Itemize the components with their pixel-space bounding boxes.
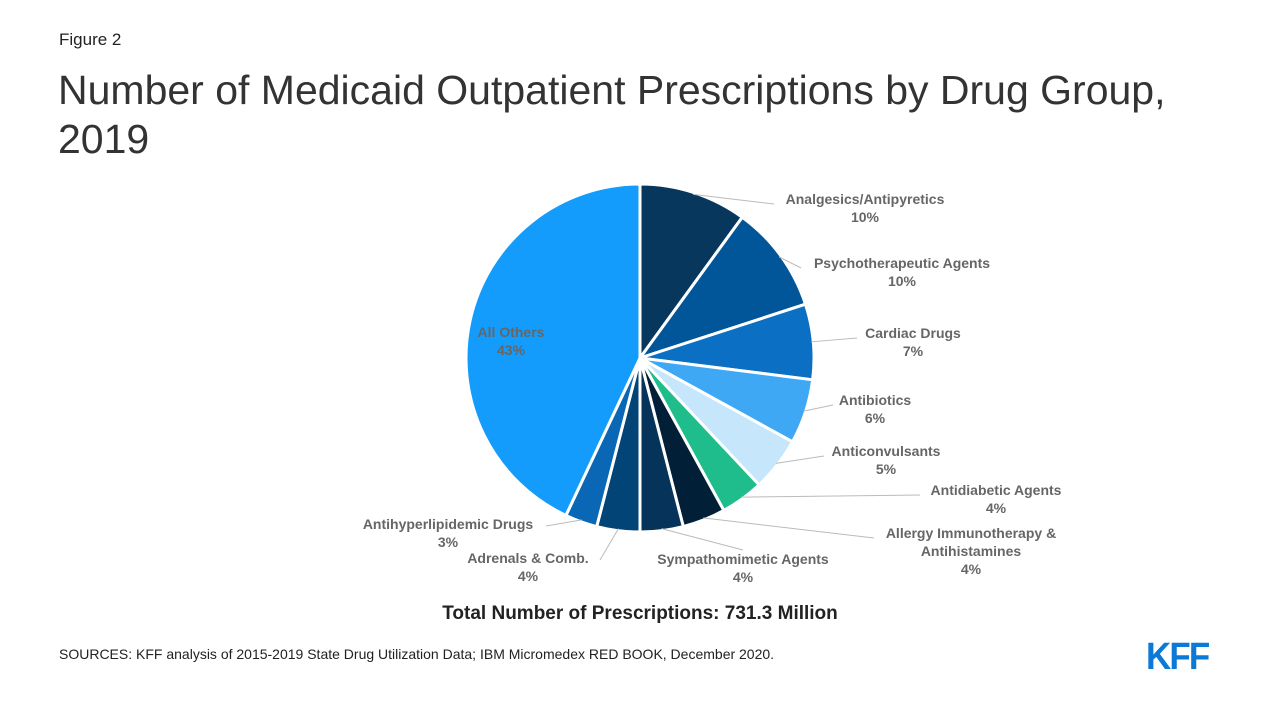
slice-name-all-others: All Others <box>478 324 545 340</box>
kff-logo: KFF <box>1146 636 1210 678</box>
slice-label-anticonvulsants: Anticonvulsants 5% <box>832 443 941 477</box>
slice-label-adrenals-and-comb: Adrenals & Comb. 4% <box>467 550 588 584</box>
slice-label-allergy-immunotherapy-and-antihistamines: Allergy Immunotherapy & Antihistamines 4% <box>886 525 1056 577</box>
total-prescriptions-label: Total Number of Prescriptions: 731.3 Mil… <box>0 603 1280 625</box>
slice-label-antidiabetic-agents: Antidiabetic Agents 4% <box>931 482 1062 516</box>
slice-value-sympathomimetic-agents: 4% <box>733 569 754 585</box>
leader-line-analgesics-antipyretics <box>693 193 775 205</box>
sources-note: SOURCES: KFF analysis of 2015-2019 State… <box>59 646 775 662</box>
slice-label-psychotherapeutic-agents: Psychotherapeutic Agents 10% <box>814 255 990 289</box>
slice-value-psychotherapeutic-agents: 10% <box>888 273 917 289</box>
slice-name-allergy-immunotherapy-and-antihistamines: Allergy Immunotherapy & <box>886 525 1056 541</box>
figure-label: Figure 2 <box>59 30 122 49</box>
slice-label-sympathomimetic-agents: Sympathomimetic Agents 4% <box>657 551 829 585</box>
slice-value-anticonvulsants: 5% <box>876 461 897 477</box>
slice-name-adrenals-and-comb: Adrenals & Comb. <box>467 550 588 566</box>
slice-value-analgesics-antipyretics: 10% <box>851 209 880 225</box>
leader-line-antihyperlipidemic-drugs <box>545 519 582 527</box>
slice-label-all-others: All Others 43% <box>478 324 545 358</box>
pie-slice-analgesics-antipyretics <box>638 182 744 360</box>
leader-line-psychotherapeutic-agents <box>778 256 802 269</box>
pie-chart: Analgesics/Antipyretics 10%Psychotherapeu… <box>363 182 1062 585</box>
slice-name-psychotherapeutic-agents: Psychotherapeutic Agents <box>814 255 990 271</box>
slice-name-antibiotics: Antibiotics <box>839 392 912 408</box>
slice-name-antihyperlipidemic-drugs: Antihyperlipidemic Drugs <box>363 516 534 532</box>
slice-value-antibiotics: 6% <box>865 410 886 426</box>
slice-value-adrenals-and-comb: 4% <box>518 568 539 584</box>
pie-slice-all-others <box>464 182 642 517</box>
slice-label-antibiotics: Antibiotics 6% <box>839 392 912 426</box>
leader-line-antidiabetic-agents <box>741 494 921 498</box>
slice-label-cardiac-drugs: Cardiac Drugs 7% <box>865 325 961 359</box>
pie-slices <box>464 182 816 534</box>
slice-value-allergy-immunotherapy-and-antihistamines: 4% <box>961 561 982 577</box>
leader-line-anticonvulsants <box>775 455 825 464</box>
slice-name-anticonvulsants: Anticonvulsants <box>832 443 941 459</box>
leader-line-allergy-immunotherapy-and-antihistamines <box>703 517 875 539</box>
pie-slice-psychotherapeutic-agents <box>638 215 807 360</box>
slice-value-all-others: 43% <box>497 342 526 358</box>
leader-lines <box>545 193 921 561</box>
leader-line-cardiac-drugs <box>811 337 858 343</box>
slice-name-analgesics-antipyretics: Analgesics/Antipyretics <box>786 191 945 207</box>
slice-name-cardiac-drugs: Cardiac Drugs <box>865 325 961 341</box>
slice-name-antidiabetic-agents: Antidiabetic Agents <box>931 482 1062 498</box>
slice-value-cardiac-drugs: 7% <box>903 343 924 359</box>
leader-line-sympathomimetic-agents <box>661 528 744 551</box>
leader-line-antibiotics <box>803 404 834 412</box>
slice-value-antihyperlipidemic-drugs: 3% <box>438 534 459 550</box>
leader-line-adrenals-and-comb <box>599 528 619 561</box>
slice-label-analgesics-antipyretics: Analgesics/Antipyretics 10% <box>786 191 945 225</box>
total-prescriptions-text: Total Number of Prescriptions: 731.3 Mil… <box>442 603 838 624</box>
slice-name-sympathomimetic-agents: Sympathomimetic Agents <box>657 551 829 567</box>
slice-label-antihyperlipidemic-drugs: Antihyperlipidemic Drugs 3% <box>363 516 534 550</box>
slice-labels: Analgesics/Antipyretics 10%Psychotherapeu… <box>363 191 1062 585</box>
chart-title: Number of Medicaid Outpatient Prescripti… <box>58 67 1166 162</box>
slice-value-antidiabetic-agents: 4% <box>986 500 1007 516</box>
slice-name-allergy-immunotherapy-and-antihistamines: Antihistamines <box>921 543 1022 559</box>
